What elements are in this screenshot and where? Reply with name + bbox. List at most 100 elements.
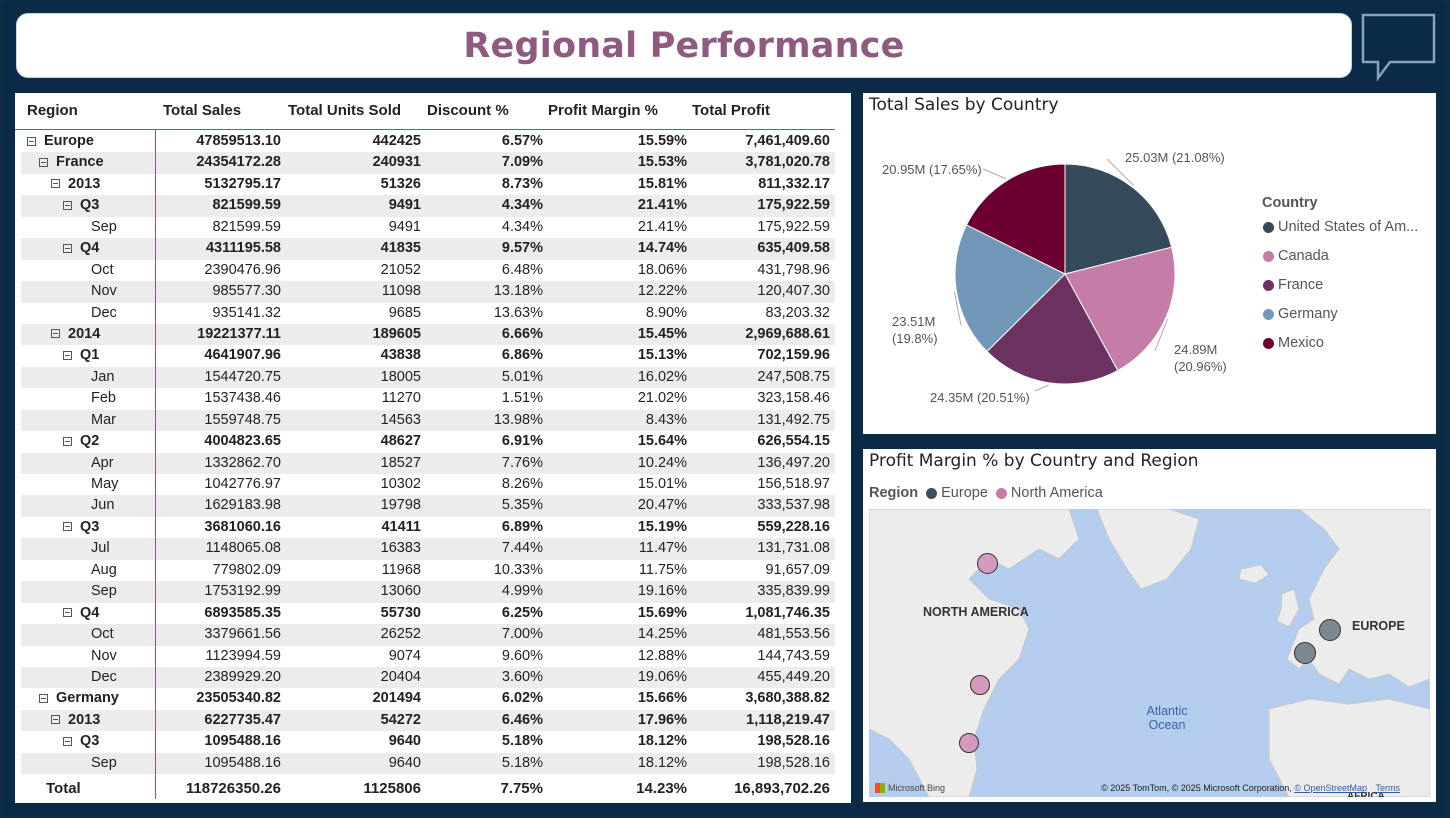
cell-margin: 12.88%: [637, 647, 687, 664]
cell-margin: 20.47%: [637, 497, 687, 514]
cell-sales: 4004823.65: [204, 433, 281, 450]
pie-slice-france[interactable]: [986, 273, 1119, 385]
terms-link[interactable]: Terms: [1375, 783, 1401, 793]
table-row[interactable]: Q1 4641907.96 43838 6.86% 15.13% 702,159.96: [21, 345, 835, 366]
matrix-visual[interactable]: Region Total Sales Total Units Sold Disc…: [15, 93, 851, 803]
table-row[interactable]: Europe 47859513.10 442425 6.57% 15.59% 7,461,…: [21, 131, 835, 152]
table-row[interactable]: Apr 1332862.70 18527 7.76% 10.24% 136,497.20: [21, 452, 835, 474]
table-row[interactable]: Germany 23505340.82 201494 6.02% 15.66% 3,680…: [21, 688, 835, 709]
table-row[interactable]: Jul 1148065.08 16383 7.44% 11.47% 131,731.08: [21, 538, 835, 560]
table-row[interactable]: Nov 985577.30 11098 13.18% 12.22% 120,407.30: [21, 281, 835, 303]
legend-item[interactable]: United States of Am...: [1263, 219, 1418, 235]
collapse-icon[interactable]: [51, 329, 60, 339]
legend-item[interactable]: France: [1263, 277, 1323, 293]
collapse-icon[interactable]: [63, 436, 72, 446]
matrix-header: Region Total Sales Total Units Sold Disc…: [15, 93, 835, 130]
table-row[interactable]: Jan 1544720.75 18005 5.01% 16.02% 247,508.75: [21, 366, 835, 389]
cell-discount: 4.34%: [501, 197, 543, 214]
table-row[interactable]: France 24354172.28 240931 7.09% 15.53% 3,781,…: [21, 152, 835, 174]
table-row[interactable]: Sep 1095488.16 9640 5.18% 18.12% 198,528.16: [21, 752, 835, 775]
data-label: 24.89M (20.96%): [1174, 342, 1227, 374]
table-row[interactable]: Mar 1559748.75 14563 13.98% 8.43% 131,492.75: [21, 409, 835, 432]
cell-sales: 1123994.59: [205, 647, 281, 664]
table-row[interactable]: Q3 3681060.16 41411 6.89% 15.19% 559,228.16: [21, 517, 835, 538]
table-row[interactable]: Q3 821599.59 9491 4.34% 21.41% 175,922.59: [21, 195, 835, 217]
collapse-icon[interactable]: [63, 522, 72, 532]
title-banner: Regional Performance: [16, 13, 1352, 78]
legend-north-america[interactable]: North America: [1010, 485, 1103, 501]
cell-discount: 6.57%: [501, 133, 543, 149]
bubble-canada[interactable]: [977, 553, 998, 574]
map-canvas[interactable]: NORTH AMERICA EUROPE Atlantic Ocean AFRI…: [869, 509, 1430, 797]
pie-chart[interactable]: [863, 93, 1436, 434]
pie-slice-united-states-of-am[interactable]: [1064, 163, 1173, 275]
table-row[interactable]: 2014 19221377.11 189605 6.66% 15.45% 2,969,68…: [21, 323, 835, 346]
collapse-icon[interactable]: [63, 736, 72, 746]
collapse-icon[interactable]: [27, 136, 36, 146]
collapse-icon[interactable]: [63, 608, 72, 618]
row-label: Q4: [63, 240, 99, 256]
cell-margin: 15.53%: [637, 154, 687, 171]
pie-slice-germany[interactable]: [954, 224, 1066, 353]
table-row[interactable]: Oct 3379661.56 26252 7.00% 14.25% 481,553.56: [21, 624, 835, 646]
map-panel[interactable]: Profit Margin % by Country and Region Re…: [863, 449, 1436, 802]
collapse-icon[interactable]: [51, 179, 60, 189]
header-total-sales[interactable]: Total Sales: [163, 102, 242, 119]
collapse-icon[interactable]: [39, 157, 48, 167]
table-row[interactable]: Nov 1123994.59 9074 9.60% 12.88% 144,743.59: [21, 646, 835, 667]
collapse-icon[interactable]: [63, 350, 72, 360]
table-row[interactable]: Feb 1537438.46 11270 1.51% 21.02% 323,158.46: [21, 388, 835, 409]
bubble-germany[interactable]: [1319, 619, 1341, 641]
cell-discount: 13.98%: [493, 411, 543, 428]
table-row[interactable]: Aug 779802.09 11968 10.33% 11.75% 91,657.09: [21, 560, 835, 581]
legend-item[interactable]: Canada: [1263, 248, 1329, 264]
row-label-text: Dec: [91, 668, 117, 685]
osm-link[interactable]: © OpenStreetMap: [1294, 783, 1367, 793]
cell-margin: 15.45%: [637, 325, 687, 342]
header-total-units[interactable]: Total Units Sold: [288, 102, 402, 119]
row-label-text: France: [56, 154, 104, 171]
row-label-text: Q4: [80, 604, 100, 621]
header-region[interactable]: Region: [27, 102, 78, 119]
cell-sales: 1332862.70: [204, 454, 281, 471]
table-row[interactable]: Jun 1629183.98 19798 5.35% 20.47% 333,537.98: [21, 495, 835, 517]
table-row[interactable]: 2013 5132795.17 51326 8.73% 15.81% 811,332.17: [21, 174, 835, 195]
table-row[interactable]: Q4 4311195.58 41835 9.57% 14.74% 635,409.58: [21, 238, 835, 260]
table-row[interactable]: 2013 6227735.47 54272 6.46% 17.96% 1,118,219.…: [21, 709, 835, 732]
bubble-mexico[interactable]: [959, 733, 979, 753]
table-row[interactable]: Q4 6893585.35 55730 6.25% 15.69% 1,081,746.35: [21, 603, 835, 624]
legend-item[interactable]: Mexico: [1263, 335, 1324, 351]
cell-margin: 19.16%: [637, 583, 687, 600]
table-row[interactable]: Sep 821599.59 9491 4.34% 21.41% 175,922.59: [21, 217, 835, 238]
legend-item[interactable]: Germany: [1263, 306, 1338, 322]
table-row[interactable]: Q2 4004823.65 48627 6.91% 15.64% 626,554.15: [21, 431, 835, 452]
table-row[interactable]: Dec 2389929.20 20404 3.60% 19.06% 455,449.20: [21, 666, 835, 689]
bubble-france[interactable]: [1294, 642, 1316, 664]
cell-margin: 15.81%: [637, 175, 687, 192]
table-row[interactable]: Sep 1753192.99 13060 4.99% 19.16% 335,839.99: [21, 581, 835, 603]
table-row[interactable]: Oct 2390476.96 21052 6.48% 18.06% 431,798.96: [21, 260, 835, 281]
cell-discount: 5.18%: [501, 733, 543, 750]
header-discount[interactable]: Discount %: [427, 102, 509, 119]
pie-chart-panel[interactable]: Total Sales by Country 25.03M (21.08%) 24…: [863, 93, 1436, 434]
table-row[interactable]: Q3 1095488.16 9640 5.18% 18.12% 198,528.16: [21, 731, 835, 752]
collapse-icon[interactable]: [51, 715, 60, 725]
pie-title: Total Sales by Country: [869, 95, 1059, 115]
table-row[interactable]: May 1042776.97 10302 8.26% 15.01% 156,518.97: [21, 474, 835, 495]
legend-europe[interactable]: Europe: [941, 485, 988, 501]
table-row[interactable]: Dec 935141.32 9685 13.63% 8.90% 83,203.32: [21, 303, 835, 324]
pie-slice-mexico[interactable]: [965, 163, 1066, 275]
chat-bubble-icon[interactable]: [1360, 12, 1438, 82]
row-label-text: Feb: [91, 390, 116, 407]
collapse-icon[interactable]: [39, 693, 48, 703]
collapse-icon[interactable]: [63, 200, 72, 210]
collapse-icon[interactable]: [63, 243, 72, 253]
pie-slice-canada[interactable]: [1064, 246, 1176, 372]
cell-units: 18527: [380, 454, 421, 471]
label-europe: EUROPE: [1352, 619, 1405, 633]
legend-label: France: [1278, 277, 1324, 293]
bubble-usa[interactable]: [970, 675, 990, 695]
header-total-profit[interactable]: Total Profit: [692, 102, 771, 119]
header-profit-margin[interactable]: Profit Margin %: [548, 102, 659, 119]
legend-dot: [1263, 337, 1274, 349]
